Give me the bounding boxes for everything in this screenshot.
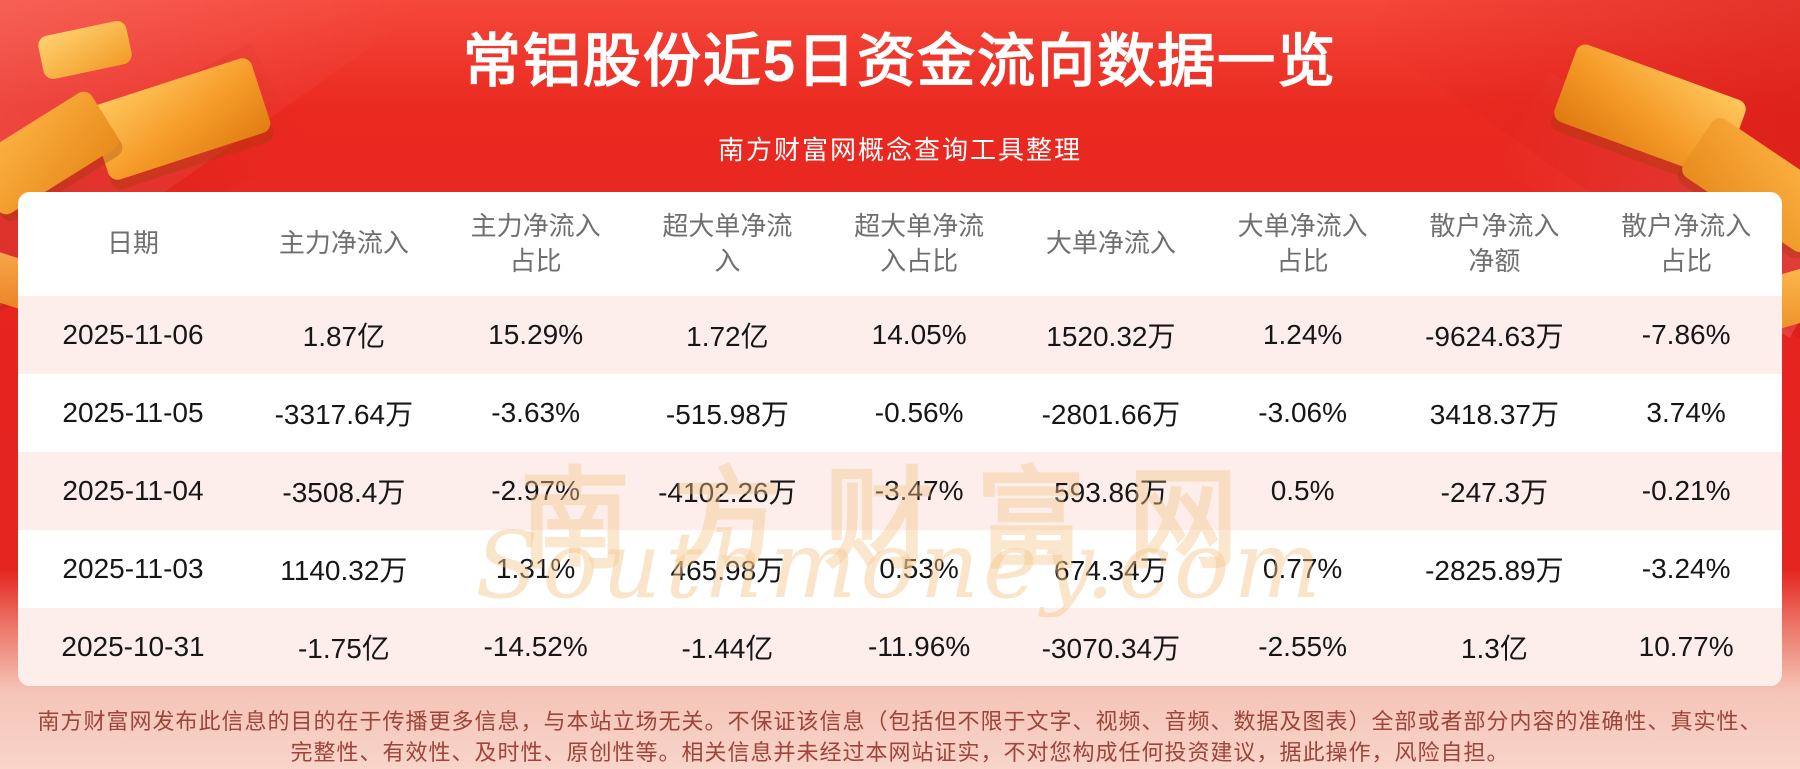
table-cell: -2825.89万 (1425, 555, 1564, 586)
table-cell: 0.77% (1262, 553, 1343, 584)
table-cell: 0.53% (879, 553, 959, 584)
table-cell: -3070.34万 (1041, 633, 1181, 664)
column-label: 散户净流入净额 (1429, 210, 1560, 276)
column-label: 大单净流入占比 (1237, 210, 1368, 276)
page-title: 常铝股份近5日资金流向数据一览 (462, 29, 1338, 94)
table-cell: 674.34万 (1054, 555, 1168, 586)
page-subtitle: 南方财富网概念查询工具整理 (717, 135, 1082, 165)
table-cell: 593.86万 (1054, 477, 1168, 508)
table-cell-date: 2025-11-05 (62, 397, 204, 428)
table-cell: -3317.64万 (274, 399, 414, 430)
table-cell: -1.44亿 (681, 633, 774, 664)
table-cell: -3.47% (874, 475, 964, 506)
table-cell: 15.29% (488, 319, 584, 350)
table-cell: 10.77% (1638, 631, 1734, 662)
column-label: 超大单净流入 (662, 210, 793, 276)
column-label: 大单净流入 (1045, 228, 1176, 259)
table-cell: -3.06% (1258, 397, 1347, 428)
table-cell: 1.3亿 (1460, 633, 1528, 664)
table-cell: -11.96% (868, 631, 971, 662)
column-label: 散户净流入占比 (1621, 210, 1752, 276)
table-cell: -2.55% (1258, 631, 1347, 662)
table-cell: 1.87亿 (302, 321, 386, 352)
column-label: 主力净流入 (278, 228, 409, 259)
table-header-cell-main-inflow: 主力净流入 (248, 226, 440, 261)
table-cell: -14.52% (483, 631, 588, 662)
table-cell-date: 2025-10-31 (61, 631, 205, 662)
table-cell: -247.3万 (1440, 477, 1549, 508)
table-cell: 1520.32万 (1046, 321, 1176, 352)
table-row: 2025-11-05 -3317.64万 -3.63% -515.98万 -0.… (18, 374, 1782, 452)
table-cell: -7.86% (1641, 319, 1731, 350)
table-cell: -3.24% (1641, 553, 1731, 584)
table-cell: -0.56% (874, 397, 964, 428)
footer-disclaimer-line2: 完整性、有效性、及时性、原创性等。相关信息并未经过本网站证实，不对您构成任何投资… (290, 740, 1510, 765)
table-header-cell-large-order-inflow-ratio: 大单净流入占比 (1207, 209, 1399, 279)
table-cell: 3.74% (1646, 397, 1726, 428)
table-cell: 0.5% (1270, 475, 1335, 506)
footer-disclaimer-line1: 南方财富网发布此信息的目的在于传播更多信息，与本站立场无关。不保证该信息（包括但… (37, 709, 1763, 734)
table-header-cell-retail-inflow-ratio: 散户净流入占比 (1590, 209, 1782, 279)
table-cell: 1140.32万 (280, 555, 408, 586)
table-header-cell-large-order-inflow: 大单净流入 (1015, 226, 1207, 261)
table-header-cell-main-inflow-ratio: 主力净流入占比 (440, 209, 632, 279)
table-cell: -2801.66万 (1041, 399, 1181, 430)
column-label: 超大单净流入占比 (854, 210, 985, 276)
table-row: 2025-11-03 1140.32万 1.31% 465.98万 0.53% … (18, 530, 1782, 608)
table-header-cell-xl-order-inflow-ratio: 超大单净流入占比 (823, 209, 1015, 279)
table-cell: -0.21% (1641, 475, 1731, 506)
table-cell: -1.75亿 (297, 633, 390, 664)
table-cell: 3418.37万 (1429, 399, 1559, 430)
table-cell: -3.63% (491, 397, 580, 428)
table-cell: -3508.4万 (282, 477, 406, 508)
table-cell: 465.98万 (670, 555, 785, 586)
table-cell: -9624.63万 (1425, 321, 1564, 352)
table-cell-date: 2025-11-06 (62, 319, 204, 350)
table-cell: 14.05% (871, 319, 967, 350)
table-cell: 1.72亿 (686, 321, 769, 352)
fund-flow-table: 日期 主力净流入 主力净流入占比 超大单净流入 超大单净流入占比 大单净流入 大… (18, 192, 1782, 686)
table-cell: 1.24% (1262, 319, 1343, 350)
table-cell-date: 2025-11-04 (62, 475, 204, 506)
table-row: 2025-11-04 -3508.4万 -2.97% -4102.26万 -3.… (18, 452, 1782, 530)
footer-disclaimer: 南方财富网发布此信息的目的在于传播更多信息，与本站立场无关。不保证该信息（包括但… (0, 706, 1800, 768)
table-header-cell-xl-order-inflow: 超大单净流入 (632, 209, 824, 279)
column-label: 主力净流入占比 (470, 210, 601, 276)
table-row: 2025-11-06 1.87亿 15.29% 1.72亿 14.05% 152… (18, 296, 1782, 374)
banner: 常铝股份近5日资金流向数据一览 南方财富网概念查询工具整理 (0, 0, 1800, 167)
column-label: 日期 (106, 228, 159, 259)
table-header-row: 日期 主力净流入 主力净流入占比 超大单净流入 超大单净流入占比 大单净流入 大… (18, 192, 1782, 296)
table-header-cell-retail-inflow: 散户净流入净额 (1399, 209, 1591, 279)
table-cell: -2.97% (491, 475, 580, 506)
table-cell: -4102.26万 (658, 477, 797, 508)
table-cell: -515.98万 (665, 399, 789, 430)
table-cell: 1.31% (495, 553, 576, 584)
table-row: 2025-10-31 -1.75亿 -14.52% -1.44亿 -11.96%… (18, 608, 1782, 686)
table-header-cell-date: 日期 (18, 226, 248, 261)
table-cell-date: 2025-11-03 (62, 553, 204, 584)
